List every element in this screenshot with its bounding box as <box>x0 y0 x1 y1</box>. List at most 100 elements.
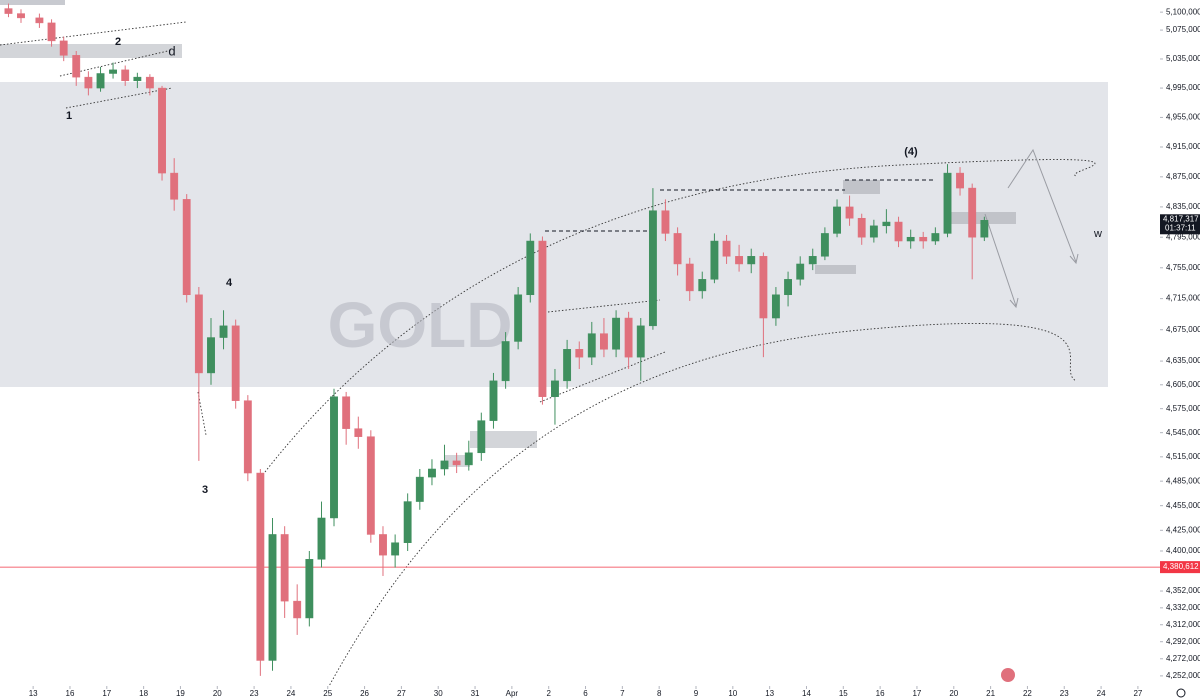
candle-body <box>194 294 203 374</box>
channel-line <box>65 87 173 109</box>
y-tick-label: 4,955,000 <box>1166 113 1200 122</box>
candle-body <box>109 69 117 74</box>
x-tick-label: 14 <box>802 689 811 698</box>
candle-body <box>919 236 928 242</box>
candle-body <box>943 172 952 234</box>
candle-body <box>551 380 559 397</box>
y-tick-label: 4,755,000 <box>1166 263 1200 272</box>
x-tick-label: 18 <box>139 689 148 698</box>
zone-box <box>0 44 182 58</box>
arrow-head <box>1009 297 1019 309</box>
candle-body <box>796 263 805 280</box>
y-tick-label: 4,312,000 <box>1166 620 1200 629</box>
y-tick-label: 4,675,000 <box>1166 325 1200 334</box>
x-tick-label: 30 <box>434 689 443 698</box>
candle-body <box>600 333 608 350</box>
x-tick-label: 13 <box>29 689 38 698</box>
candle-body <box>771 294 780 319</box>
candle-body <box>747 256 756 265</box>
y-tick-label: 4,715,000 <box>1166 294 1200 303</box>
candle-body <box>305 559 314 619</box>
time-axis <box>0 686 1160 700</box>
candle-body <box>121 69 130 82</box>
candle-body <box>477 420 486 454</box>
annotation: 4 <box>226 277 233 289</box>
candle-body <box>501 341 510 382</box>
y-tick-label: 4,455,000 <box>1166 501 1200 510</box>
candle-body <box>845 206 854 219</box>
x-tick-label: 10 <box>728 689 737 698</box>
x-tick-label: 15 <box>839 689 848 698</box>
x-tick-label: 27 <box>397 689 406 698</box>
x-tick-label: 17 <box>102 689 111 698</box>
candle-body <box>342 396 351 429</box>
x-tick-label: 13 <box>765 689 774 698</box>
candle-body <box>96 73 105 89</box>
price-tag-label: 4,817,317 <box>1163 214 1199 223</box>
y-tick-label: 4,545,000 <box>1166 428 1200 437</box>
candle-body <box>366 436 375 535</box>
y-tick-label: 4,485,000 <box>1166 476 1200 485</box>
axes: 5,100,000 5,075,000 5,035,000 4,995,000 4,95… <box>29 7 1200 698</box>
x-tick-label: 2 <box>546 689 551 698</box>
candle-body <box>219 325 228 338</box>
candle-body <box>587 333 596 358</box>
settings-icon[interactable] <box>1176 688 1186 698</box>
channel-line <box>59 49 173 77</box>
candle-body <box>685 263 694 292</box>
candle-body <box>575 349 584 358</box>
channel-line <box>547 299 661 313</box>
drawings: GOLD <box>0 0 1108 689</box>
candle-body <box>906 236 915 242</box>
candle-body <box>624 317 633 358</box>
x-tick-label: Apr <box>506 689 519 698</box>
y-tick-label: 5,075,000 <box>1166 25 1200 34</box>
candle-body <box>784 279 792 296</box>
candle-body <box>833 206 841 234</box>
x-tick-label: 27 <box>1133 689 1142 698</box>
y-tick-label: 5,035,000 <box>1166 54 1200 63</box>
candle-body <box>415 476 424 502</box>
flag-icon[interactable] <box>1001 668 1015 682</box>
annotation: w <box>1093 228 1102 240</box>
zone-box <box>815 265 856 274</box>
candle-body <box>59 40 68 56</box>
candle-body <box>452 460 461 466</box>
arc-upper <box>264 159 1096 473</box>
candle-body <box>648 210 657 327</box>
x-tick-label: 19 <box>176 689 185 698</box>
candle-body <box>280 534 289 602</box>
candle-body <box>956 172 964 189</box>
x-tick-label: 16 <box>876 689 885 698</box>
price-tag <box>1160 214 1200 235</box>
annotation: 3 <box>202 484 208 496</box>
channel-line <box>0 21 187 46</box>
candle-body <box>231 325 240 401</box>
arrow-head <box>1069 253 1079 265</box>
candle-body <box>526 240 535 296</box>
candle-body <box>379 534 387 556</box>
candle-body <box>980 220 989 238</box>
candle-body <box>391 542 400 556</box>
candle-body <box>698 279 707 292</box>
zone-box <box>843 180 880 194</box>
candle-body <box>563 349 572 382</box>
candle-body <box>464 452 473 466</box>
zone-box <box>0 0 65 5</box>
candle-body <box>403 501 412 543</box>
y-tick-label: 4,332,000 <box>1166 603 1200 612</box>
projection-arrow <box>1007 148 1077 263</box>
candle-body <box>317 517 326 560</box>
zone-box <box>948 212 1016 224</box>
candle-body <box>72 55 81 78</box>
x-tick-label: 21 <box>986 689 995 698</box>
candle-body <box>673 233 682 265</box>
x-tick-label: 23 <box>1060 689 1069 698</box>
candle-body <box>869 225 878 238</box>
x-tick-label: 17 <box>912 689 921 698</box>
candle-body <box>35 17 44 24</box>
candle-body <box>4 8 13 14</box>
candle-body <box>330 396 338 519</box>
candle-body <box>158 87 166 174</box>
